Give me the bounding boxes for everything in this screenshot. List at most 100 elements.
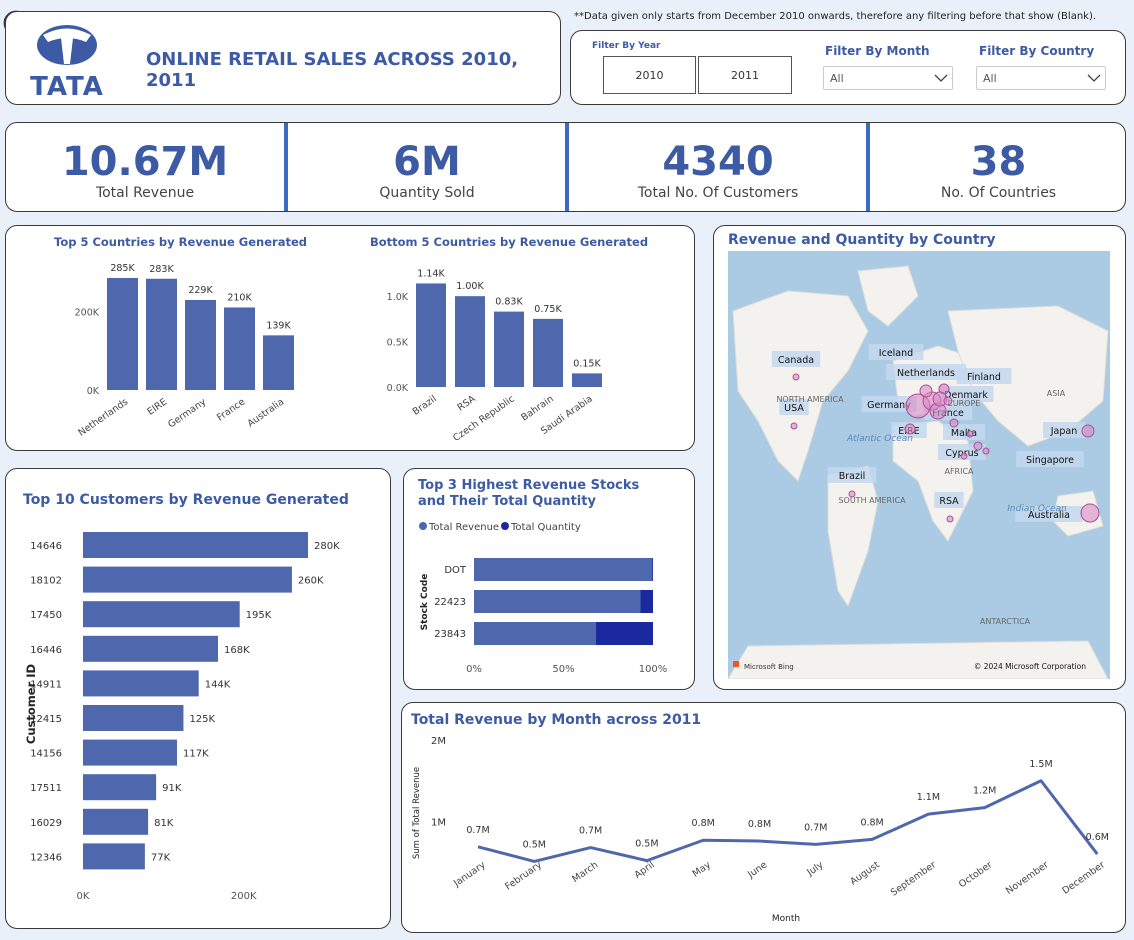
country-label: Brazil xyxy=(839,471,866,482)
chart-title: and Their Total Quantity xyxy=(418,494,596,509)
data-label: 0.75K xyxy=(534,304,562,315)
country-bubble xyxy=(904,423,916,435)
y-axis-label: Customer ID xyxy=(24,664,38,744)
data-label: 0.5M xyxy=(523,839,546,850)
country-label: Australia xyxy=(1028,510,1070,521)
monthly-revenue-card: Total Revenue by Month across 2011 1M 2M 0.… xyxy=(401,702,1126,933)
x-tick-label: April xyxy=(633,859,657,880)
country-bubble xyxy=(943,396,953,406)
bar xyxy=(533,318,563,387)
bar xyxy=(185,299,216,390)
y-tick-label: 17511 xyxy=(30,783,62,794)
country-label: Finland xyxy=(967,372,1001,383)
kpi-label: Quantity Sold xyxy=(379,185,475,201)
x-tick-label: July xyxy=(804,859,825,879)
country-label: Denmark xyxy=(944,390,988,401)
y-tick-label: 22423 xyxy=(434,597,466,608)
y-tick-label: 1M xyxy=(431,818,446,829)
header-card: TATA ONLINE RETAIL SALES ACROSS 2010, 20… xyxy=(5,11,561,105)
data-label: 144K xyxy=(205,679,231,690)
chart-title: Top 10 Customers by Revenue Generated xyxy=(23,492,349,508)
country-label-bg xyxy=(861,396,917,412)
x-tick-label: France xyxy=(215,396,247,423)
top10-customers-chart: Top 10 Customers by Revenue Generated 146… xyxy=(23,492,349,902)
legend-swatch xyxy=(419,522,427,530)
region-label: ASIA xyxy=(1047,389,1066,398)
country-dropdown[interactable]: All xyxy=(976,66,1106,90)
x-tick-label: May xyxy=(691,859,714,879)
country-label-bg xyxy=(938,386,994,402)
data-label: 0.6M xyxy=(1086,832,1109,843)
x-tick-label: January xyxy=(451,859,488,889)
x-tick-label: September xyxy=(889,859,938,898)
year-2011-button[interactable]: 2011 xyxy=(698,56,792,94)
bar xyxy=(455,296,485,387)
x-tick-label: Australia xyxy=(245,396,286,429)
page-title: ONLINE RETAIL SALES ACROSS 2010, 2011 xyxy=(146,49,519,91)
kpi-value: 6M xyxy=(393,139,461,185)
map-title: Revenue and Quantity by Country xyxy=(728,232,996,248)
map-card: Revenue and Quantity by Country Canada Ic… xyxy=(713,225,1126,690)
x-axis-label: Month xyxy=(772,914,800,924)
bar xyxy=(83,843,145,870)
data-label: 0.8M xyxy=(748,819,771,830)
region-label: ANTARCTICA xyxy=(980,617,1031,626)
x-tick-label: October xyxy=(957,859,995,890)
chart-title: Top 3 Highest Revenue Stocks xyxy=(418,478,639,493)
bar xyxy=(83,705,184,731)
landmass-antarctica xyxy=(728,640,1109,679)
kpi-total-customers: 4340 Total No. Of Customers xyxy=(569,123,867,211)
world-map[interactable]: Canada Iceland Netherlands Finland Denmark Ge… xyxy=(728,251,1110,679)
country-label: Canada xyxy=(778,355,814,366)
x-tick-label: 0% xyxy=(466,664,482,675)
country-bubble xyxy=(946,515,954,523)
country-bubble xyxy=(966,430,974,438)
region-label: SOUTH AMERICA xyxy=(838,496,906,505)
x-tick-label: February xyxy=(503,859,544,892)
map-credit: Microsoft Bing xyxy=(744,663,794,671)
x-tick-label: 0K xyxy=(77,891,90,902)
map-credit: © 2024 Microsoft Corporation xyxy=(974,662,1086,671)
bar xyxy=(494,311,524,387)
country-label-bg xyxy=(771,351,821,367)
data-label: 77K xyxy=(151,852,171,863)
data-label: 0.15K xyxy=(573,358,601,369)
kpi-value: 38 xyxy=(970,139,1027,185)
bar xyxy=(416,283,446,387)
country-label-bg xyxy=(943,424,985,440)
y-tick-label: 0.0K xyxy=(387,383,409,394)
region-label: EUROPE xyxy=(948,399,981,408)
chart-title: Total Revenue by Month across 2011 xyxy=(411,712,701,728)
kpi-total-revenue: 10.67M Total Revenue xyxy=(6,123,284,211)
y-tick-label: 1.0K xyxy=(387,292,409,303)
year-2010-button[interactable]: 2010 xyxy=(603,56,696,94)
y-tick-label: 16446 xyxy=(30,645,62,656)
country-bubble xyxy=(982,447,990,455)
data-label: 260K xyxy=(298,576,324,587)
y-tick-label: 16029 xyxy=(30,818,62,829)
country-label-bg xyxy=(868,344,924,360)
bar-segment xyxy=(652,558,653,581)
data-label: 1.1M xyxy=(917,792,940,803)
bar-segment xyxy=(595,622,653,645)
kpi-label: Total Revenue xyxy=(95,185,195,201)
legend-label: Total Revenue xyxy=(428,522,499,533)
data-label: 1.5M xyxy=(1029,759,1052,770)
country-label: France xyxy=(932,408,964,419)
country-label: RSA xyxy=(939,496,959,507)
y-tick-label: 0K xyxy=(87,386,100,397)
bar xyxy=(146,278,177,390)
data-label: 1.2M xyxy=(973,786,996,797)
country-label: Malta xyxy=(951,428,977,439)
data-label: 91K xyxy=(162,783,182,794)
chart-title: Top 5 Countries by Revenue Generated xyxy=(54,235,307,249)
bar xyxy=(83,635,218,662)
bar-segment xyxy=(474,590,641,613)
country-label-bg xyxy=(1016,451,1084,467)
country-label-bg xyxy=(934,492,964,508)
data-label: 285K xyxy=(110,263,135,274)
month-dropdown[interactable]: All xyxy=(823,66,953,90)
kpi-divider xyxy=(284,123,288,211)
bar-segment xyxy=(640,590,653,613)
x-tick-label: November xyxy=(1004,859,1051,896)
